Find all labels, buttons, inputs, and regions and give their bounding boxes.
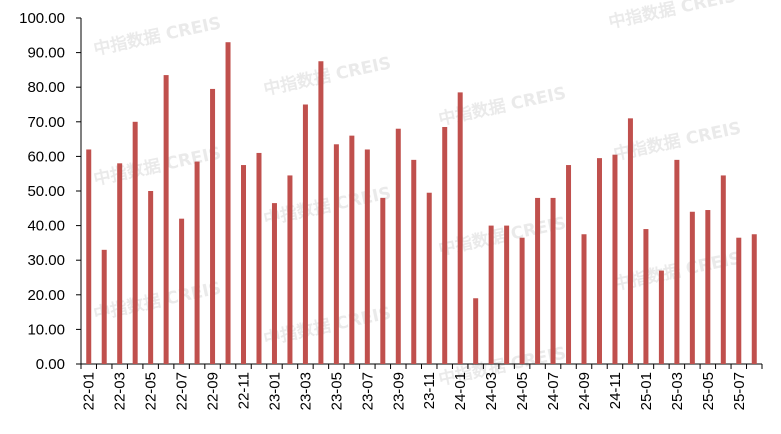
watermark-text: 中指数据 CREIS	[262, 182, 393, 230]
y-tick-label: 80.00	[27, 79, 65, 96]
x-tick-label: 23-03	[297, 372, 314, 410]
y-tick-label: 30.00	[27, 252, 65, 269]
x-tick-label: 23-07	[359, 372, 376, 410]
x-tick-label: 24-03	[483, 372, 500, 410]
bar-23-09	[395, 128, 401, 364]
x-tick-label: 22-11	[236, 372, 253, 409]
bar-25-05	[705, 210, 711, 364]
watermark-text: 中指数据 CREIS	[437, 212, 568, 260]
bar-23-04	[318, 61, 324, 364]
x-tick-label: 25-05	[700, 372, 717, 410]
bar-23-02	[287, 175, 293, 364]
bar-22-01	[86, 149, 92, 364]
x-tick-label: 22-03	[112, 372, 129, 410]
watermark-text: 中指数据 CREIS	[92, 277, 223, 325]
bar-22-02	[101, 249, 107, 364]
bar-22-05	[148, 191, 154, 364]
bar-22-04	[132, 121, 138, 364]
x-tick-label: 25-01	[638, 372, 655, 410]
x-tick-label: 25-03	[669, 372, 686, 410]
bar-25-04	[689, 211, 695, 364]
y-tick-label: 100.00	[19, 10, 65, 27]
bar-24-07	[550, 197, 556, 364]
x-tick-label: 25-07	[731, 372, 748, 410]
bar-25-03	[674, 159, 680, 364]
bar-24-03	[488, 225, 494, 364]
x-tick-label: 24-11	[607, 372, 624, 409]
x-tick-label: 22-07	[174, 372, 191, 410]
bars	[86, 42, 757, 365]
bar-23-08	[380, 197, 386, 364]
bar-22-03	[117, 163, 123, 364]
y-tick-label: 40.00	[27, 218, 65, 235]
x-tick-label: 22-01	[81, 372, 98, 410]
bar-24-09	[581, 234, 587, 364]
y-tick-label: 90.00	[27, 45, 65, 62]
bar-22-06	[163, 75, 169, 364]
bar-24-02	[473, 298, 479, 364]
bar-25-07	[736, 237, 742, 364]
y-tick-label: 50.00	[27, 183, 65, 200]
bar-24-06	[535, 197, 541, 364]
x-tick-label: 23-01	[266, 372, 283, 410]
x-axis-ticks: 22-01 22-03 22-05 22-07 22-09 22-11 23-01 23-03…	[80, 364, 763, 410]
bar-24-01	[457, 92, 463, 364]
watermark-text: 中指数据 CREIS	[92, 12, 223, 60]
bar-24-12	[627, 118, 633, 364]
bar-23-03	[302, 104, 308, 364]
x-tick-label: 23-11	[421, 372, 438, 409]
bar-22-09	[210, 88, 216, 365]
bar-24-05	[519, 237, 525, 364]
x-tick-label: 23-05	[328, 372, 345, 410]
x-tick-label: 24-01	[452, 372, 469, 410]
watermark-text: 中指数据 CREIS	[92, 142, 223, 190]
x-tick-label: 24-09	[576, 372, 593, 410]
watermark-text: 中指数据 CREIS	[262, 302, 393, 350]
bar-22-11	[241, 165, 247, 364]
y-tick-label: 60.00	[27, 148, 65, 165]
x-tick-label: 23-09	[390, 372, 407, 410]
watermark-text: 中指数据 CREIS	[437, 82, 568, 130]
x-tick-label: 22-09	[205, 372, 222, 410]
bar-23-10	[411, 159, 417, 364]
y-tick-label: 20.00	[27, 287, 65, 304]
bar-23-12	[442, 126, 448, 365]
y-tick-label: 10.00	[27, 321, 65, 338]
y-tick-label: 0.00	[36, 356, 65, 373]
bar-25-08	[751, 234, 757, 364]
bar-25-01	[643, 229, 649, 364]
bar-23-06	[349, 135, 355, 364]
bar-24-11	[612, 154, 618, 364]
bar-25-02	[658, 270, 664, 364]
bar-22-07	[179, 218, 185, 364]
bar-24-04	[504, 225, 510, 364]
x-tick-label: 24-07	[545, 372, 562, 410]
x-tick-label: 22-05	[143, 372, 160, 410]
bar-24-08	[566, 165, 572, 364]
watermark-text: 中指数据 CREIS	[262, 52, 393, 100]
y-tick-label: 70.00	[27, 114, 65, 131]
bar-22-12	[256, 152, 262, 364]
bar-25-06	[720, 175, 726, 364]
bar-22-10	[225, 42, 231, 364]
y-axis-ticks: 0.00 10.00 20.00 30.00 40.00 50.00 60.00 70.00 8…	[19, 10, 81, 373]
x-tick-label: 24-05	[514, 372, 531, 410]
bar-23-07	[364, 149, 370, 364]
bar-23-11	[426, 192, 432, 364]
bar-23-05	[333, 144, 339, 364]
watermark-text: 中指数据 CREIS	[607, 0, 738, 33]
bar-22-08	[194, 161, 200, 364]
bar-24-10	[596, 158, 602, 364]
bar-23-01	[271, 203, 277, 364]
